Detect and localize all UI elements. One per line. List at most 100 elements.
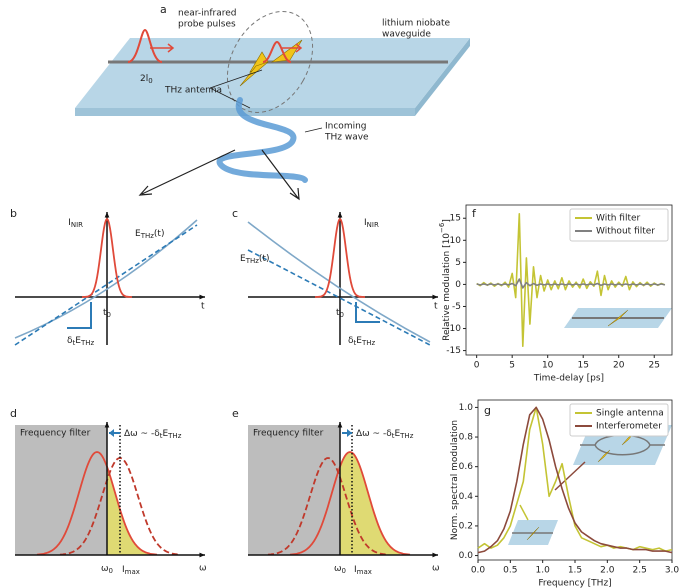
y-tick-label: 15 bbox=[450, 214, 461, 224]
leader bbox=[304, 127, 323, 133]
x-axis-label: Frequency [THz] bbox=[538, 579, 611, 588]
thz-wave bbox=[216, 97, 308, 183]
waveguide-label: waveguide bbox=[382, 30, 431, 40]
waveguide-label: lithium niobate bbox=[382, 19, 451, 29]
tangent bbox=[247, 249, 431, 346]
tangent bbox=[14, 224, 198, 346]
spacing-label: 2l0 bbox=[140, 74, 153, 86]
wave-label: THz wave bbox=[324, 133, 369, 143]
pulse-label: INIR bbox=[364, 218, 379, 230]
field-label: ETHz(t) bbox=[240, 254, 269, 266]
pulse-label-part: NIR bbox=[367, 221, 379, 229]
axis-arrow bbox=[337, 212, 343, 218]
arrow bbox=[138, 149, 300, 201]
axis-arrow bbox=[199, 294, 205, 300]
omega0-label-part: 0 bbox=[109, 567, 113, 575]
filter-region bbox=[15, 425, 107, 555]
probe-label: probe pulses bbox=[178, 20, 236, 30]
x-tick-label: 0 bbox=[474, 361, 480, 371]
y-tick-label: 5 bbox=[455, 258, 461, 268]
y-tick-label: 0.4 bbox=[459, 492, 474, 502]
x-tick-label: 0.5 bbox=[503, 566, 517, 576]
omega0-label-part: 0 bbox=[342, 567, 346, 575]
slope-label: δtETHz bbox=[67, 336, 94, 348]
shifted-spectrum bbox=[267, 457, 389, 556]
antenna bbox=[270, 39, 303, 63]
axis-arrow bbox=[104, 422, 110, 428]
spacing-label-part: 2l bbox=[140, 74, 148, 84]
antenna bbox=[239, 61, 269, 87]
field-label-part: THz bbox=[140, 232, 155, 240]
imax-label-part: I bbox=[122, 565, 125, 575]
imax-label: Imax bbox=[354, 565, 372, 577]
transmitted-area bbox=[340, 452, 400, 555]
plot-frame bbox=[465, 204, 673, 356]
slab-front bbox=[75, 108, 415, 116]
wave-label: Incoming bbox=[325, 122, 367, 132]
shift-label-part: t bbox=[392, 432, 395, 440]
x-tick-label: 10 bbox=[542, 361, 554, 371]
y-tick-label: 0.2 bbox=[459, 521, 473, 531]
inset-antenna bbox=[526, 526, 540, 541]
x-tick-label: 5 bbox=[509, 361, 515, 371]
legend-box bbox=[569, 208, 669, 242]
slope-label-part: THz bbox=[80, 339, 95, 347]
y-axis-label-part: Relative modulation [10 bbox=[442, 233, 452, 341]
slope-label-part: δ bbox=[67, 336, 73, 346]
slope-label-part: δ bbox=[348, 336, 354, 346]
t0-label-part: 0 bbox=[340, 311, 344, 319]
legend-label: Interferometer bbox=[596, 422, 662, 432]
t-axis-label: t bbox=[434, 302, 438, 312]
shift-arrow-head bbox=[347, 429, 352, 437]
slab-side bbox=[415, 38, 470, 116]
series-line bbox=[477, 406, 673, 554]
omega0-label-part: ω bbox=[334, 564, 342, 574]
pointer bbox=[519, 504, 529, 521]
omega0-label: ω0 bbox=[334, 564, 346, 576]
y-tick-label: -10 bbox=[446, 324, 461, 334]
antenna-label: THz antenna bbox=[164, 86, 222, 96]
x-tick-label: 15 bbox=[577, 361, 588, 371]
x-tick-label: 2.0 bbox=[600, 566, 615, 576]
slope-label-part: t bbox=[73, 339, 76, 347]
legend-label: With filter bbox=[596, 214, 641, 224]
imax-label-part: I bbox=[354, 565, 357, 575]
spacing-label-part: 0 bbox=[148, 77, 152, 85]
axis-arrow bbox=[432, 294, 438, 300]
omega0-label-part: ω bbox=[101, 564, 109, 574]
pulse-label-part: I bbox=[68, 218, 71, 228]
filter-label: Frequency filter bbox=[20, 429, 91, 439]
shift-label-part: E bbox=[162, 429, 168, 439]
imax-label-part: max bbox=[357, 568, 372, 576]
panel-label: g bbox=[484, 404, 491, 417]
legend-box bbox=[569, 403, 669, 437]
shift-label-part: t bbox=[160, 432, 163, 440]
y-tick-label: 10 bbox=[450, 236, 462, 246]
y-axis-label-part: ] bbox=[442, 219, 452, 223]
t0-label-part: t bbox=[336, 308, 340, 318]
y-axis-label-part: −6 bbox=[438, 222, 446, 233]
shift-label: Δω ~ -δtETHz bbox=[124, 429, 182, 441]
slope-bracket bbox=[67, 302, 92, 329]
omega0-label: ω0 bbox=[101, 564, 113, 576]
t0-label-part: t bbox=[103, 308, 107, 318]
slab-top bbox=[75, 38, 470, 108]
probe-pulse bbox=[262, 40, 292, 63]
y-tick-label: 0.8 bbox=[459, 433, 474, 443]
t-axis-label: t bbox=[201, 302, 205, 312]
x-tick-label: 2.5 bbox=[633, 566, 647, 576]
x-tick-label: 0.0 bbox=[471, 566, 486, 576]
axis-arrow bbox=[432, 552, 438, 558]
pulse-label-part: I bbox=[364, 218, 367, 228]
pulse-label-part: NIR bbox=[71, 221, 83, 229]
series-line bbox=[476, 278, 666, 289]
field-curve bbox=[247, 221, 431, 343]
axis-arrow bbox=[104, 212, 110, 218]
y-tick-label: -15 bbox=[446, 346, 461, 356]
spectrum bbox=[289, 451, 411, 556]
probe-pulse bbox=[127, 28, 163, 63]
pointer bbox=[554, 461, 586, 491]
pulse bbox=[315, 217, 365, 298]
filter-label: Frequency filter bbox=[253, 429, 324, 439]
